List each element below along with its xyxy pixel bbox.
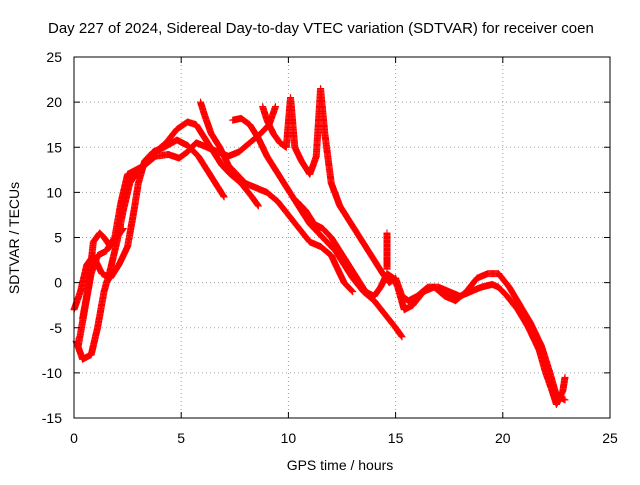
y-axis-label: SDTVAR / TECUs xyxy=(6,182,22,294)
chart-title: Day 227 of 2024, Sidereal Day-to-day VTE… xyxy=(48,20,594,37)
grid-lines xyxy=(74,57,610,418)
marker-trace xyxy=(293,197,569,404)
data-points xyxy=(70,85,569,408)
x-tick-label: 25 xyxy=(602,430,618,446)
x-tick-label: 10 xyxy=(281,430,297,446)
y-tick-label: 20 xyxy=(46,94,62,110)
series-track-7 xyxy=(259,85,569,408)
series-track-5 xyxy=(197,98,357,296)
marker-trace xyxy=(259,85,569,408)
series-track-4 xyxy=(79,225,127,323)
series-track-8 xyxy=(293,197,569,404)
marker-trace xyxy=(383,229,391,273)
y-tick-label: 5 xyxy=(54,230,62,246)
y-tick-label: 10 xyxy=(46,184,62,200)
x-tick-label: 20 xyxy=(495,430,511,446)
x-axis-label: GPS time / hours xyxy=(287,457,394,473)
x-tick-label: 5 xyxy=(177,430,185,446)
y-tick-label: -10 xyxy=(42,365,62,381)
y-tick-label: -5 xyxy=(50,320,63,336)
marker-trace xyxy=(197,98,357,296)
axis-ticks: 0 5 10 15 20 25 -15 -10 -5 0 5 10 15 20 25 xyxy=(42,49,618,446)
y-tick-label: -15 xyxy=(42,410,62,426)
y-tick-label: 25 xyxy=(46,49,62,65)
x-tick-label: 0 xyxy=(70,430,78,446)
y-tick-label: 15 xyxy=(46,139,62,155)
marker-trace xyxy=(79,225,127,323)
series-spike-14.6 xyxy=(383,229,391,273)
y-tick-label: 0 xyxy=(54,275,62,291)
x-tick-label: 15 xyxy=(388,430,404,446)
